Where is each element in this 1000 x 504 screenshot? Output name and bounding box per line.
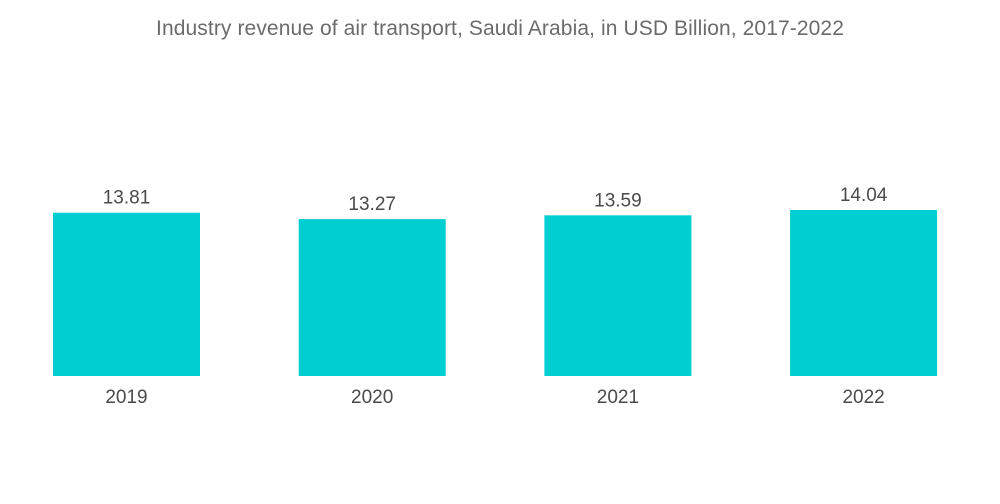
- category-label-2022: 2022: [842, 387, 884, 408]
- value-label-2020: 13.27: [348, 194, 396, 215]
- category-label-2020: 2020: [351, 387, 393, 408]
- bar-2022: [790, 210, 938, 376]
- value-label-2019: 13.81: [103, 188, 151, 209]
- category-label-2021: 2021: [597, 387, 639, 408]
- bar-2021: [544, 215, 692, 376]
- category-label-2019: 2019: [105, 387, 147, 408]
- value-label-2021: 13.59: [594, 190, 642, 211]
- bar-2020: [298, 219, 446, 376]
- chart-title: Industry revenue of air transport, Saudi…: [156, 17, 844, 40]
- bar-2019: [53, 212, 200, 376]
- value-label-2022: 14.04: [840, 185, 888, 206]
